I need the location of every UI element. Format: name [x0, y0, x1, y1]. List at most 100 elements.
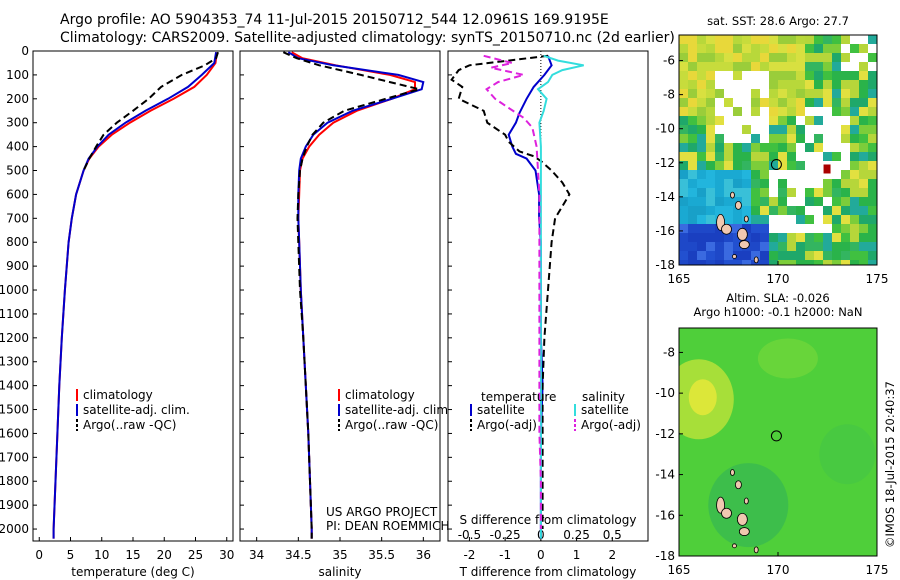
sst-cell: [769, 80, 778, 89]
sst-cell: [688, 170, 697, 179]
sst-cell: [769, 152, 778, 161]
sst-cell: [814, 143, 823, 152]
sst-cell: [805, 233, 814, 242]
panel-sst-y-tick-label: -10: [655, 122, 675, 136]
sst-cell: [688, 71, 697, 80]
sst-cell: [832, 98, 841, 107]
salinity-x-tick-label: 34: [249, 548, 264, 562]
sst-cell: [850, 161, 859, 170]
sst-cell: [679, 215, 688, 224]
depth-tick-label: 100: [6, 68, 29, 82]
salinity-x-tick-label: 36: [416, 548, 431, 562]
sst-cell: [688, 89, 697, 98]
sst-cell: [832, 44, 841, 53]
sst-cell: [742, 143, 751, 152]
sst-cell: [742, 197, 751, 206]
sst-cell: [724, 188, 733, 197]
sst-cell: [679, 188, 688, 197]
sst-cell: [760, 143, 769, 152]
sst-cell: [688, 125, 697, 134]
sst-cell: [679, 179, 688, 188]
sst-cell: [724, 251, 733, 260]
sst-cell: [742, 53, 751, 62]
sst-cell: [814, 260, 823, 265]
sst-cell: [697, 80, 706, 89]
sst-cell: [841, 215, 850, 224]
sst-cell: [706, 80, 715, 89]
sst-cell: [697, 125, 706, 134]
sst-cell: [688, 224, 697, 233]
sst-cell: [769, 260, 778, 265]
sst-cell: [796, 215, 805, 224]
sst-cell: [688, 143, 697, 152]
panel-sst-y-tick-label: -18: [655, 258, 675, 272]
depth-tick-label: 1400: [0, 379, 29, 393]
sst-cell: [787, 116, 796, 125]
sst-cell: [724, 215, 733, 224]
sst-cell: [697, 197, 706, 206]
sst-cell: [796, 53, 805, 62]
sst-cell: [868, 71, 877, 80]
sst-cell: [697, 215, 706, 224]
title-line-1: Argo profile: AO 5904353_74 11-Jul-2015 …: [60, 12, 609, 28]
sst-cell: [751, 170, 760, 179]
sst-cell: [832, 71, 841, 80]
sst-cell: [733, 215, 742, 224]
sst-cell: [715, 260, 724, 265]
tdiff-x-tick-label: 0: [537, 548, 545, 562]
sst-cell: [805, 71, 814, 80]
sst-cell: [868, 152, 877, 161]
sst-cell: [823, 44, 832, 53]
sdiff-x-tick-label: -0.25: [490, 528, 521, 542]
sst-cell: [688, 188, 697, 197]
sst-cell: [697, 44, 706, 53]
sst-cell: [733, 107, 742, 116]
sst-cell: [742, 62, 751, 71]
sst-cell: [805, 116, 814, 125]
island-shape: [732, 254, 737, 259]
sst-cell: [724, 44, 733, 53]
sst-cell: [724, 98, 733, 107]
sla-anomaly-north: [757, 338, 818, 379]
sst-cell: [796, 107, 805, 116]
island-shape: [730, 191, 735, 199]
sst-cell: [859, 116, 868, 125]
sst-cell: [724, 62, 733, 71]
panel-sla-y-tick-label: -16: [655, 508, 675, 522]
sst-cell: [688, 233, 697, 242]
sst-cell: [697, 62, 706, 71]
salinity-x-label: salinity: [318, 565, 361, 579]
sst-cell: [841, 179, 850, 188]
sst-cell: [778, 80, 787, 89]
sst-cell: [850, 179, 859, 188]
sst-cell: [751, 143, 760, 152]
sst-cell: [724, 242, 733, 251]
sst-cell: [805, 44, 814, 53]
sst-cell: [742, 125, 751, 134]
sst-cell: [850, 98, 859, 107]
sst-cell: [832, 224, 841, 233]
sst-cell: [778, 233, 787, 242]
sst-cell: [760, 161, 769, 170]
sst-cell: [760, 251, 769, 260]
sst-cell: [778, 251, 787, 260]
sst-cell: [850, 188, 859, 197]
sst-cell: [868, 116, 877, 125]
difference-series-3: [483, 54, 542, 529]
salinity-x-tick-label: 35.5: [368, 548, 395, 562]
sst-cell: [733, 152, 742, 161]
sst-cell: [832, 62, 841, 71]
sst-cell: [823, 53, 832, 62]
island-shape: [732, 543, 737, 549]
sst-cell: [769, 134, 778, 143]
sst-cell: [832, 152, 841, 161]
salinity-x-tick-label: 35: [332, 548, 347, 562]
island-shape: [753, 546, 759, 554]
sst-cell: [850, 152, 859, 161]
sst-cell: [751, 179, 760, 188]
sst-cell: [868, 125, 877, 134]
sst-cell: [742, 224, 751, 233]
sst-cell: [733, 62, 742, 71]
sst-cell: [832, 242, 841, 251]
depth-tick-label: 900: [6, 259, 29, 273]
